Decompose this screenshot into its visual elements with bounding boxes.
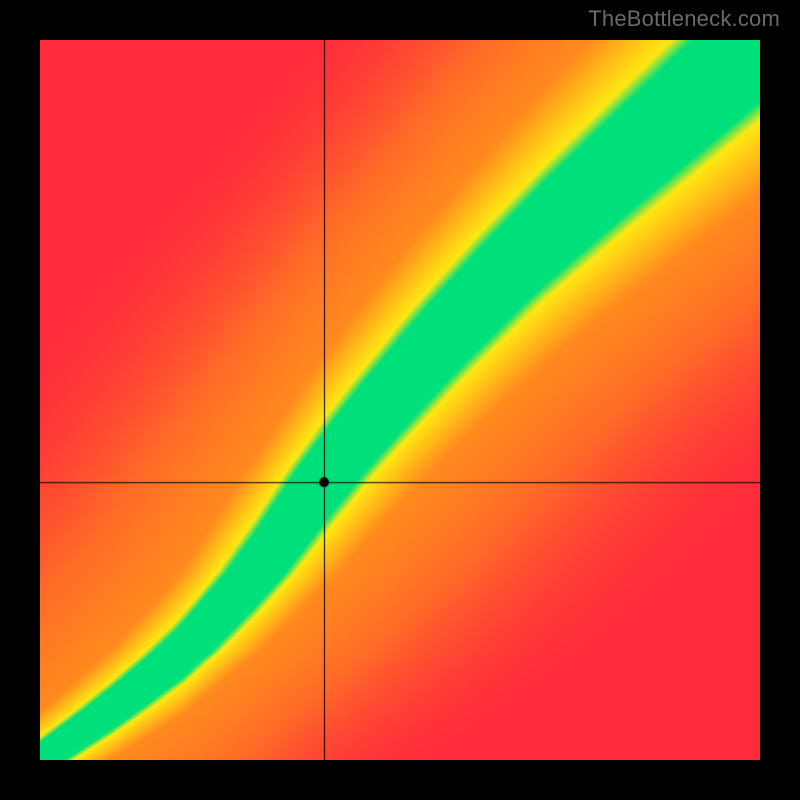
- watermark-label: TheBottleneck.com: [588, 6, 780, 32]
- heatmap-canvas: [40, 40, 760, 760]
- heatmap-plot: [40, 40, 760, 760]
- chart-container: TheBottleneck.com: [0, 0, 800, 800]
